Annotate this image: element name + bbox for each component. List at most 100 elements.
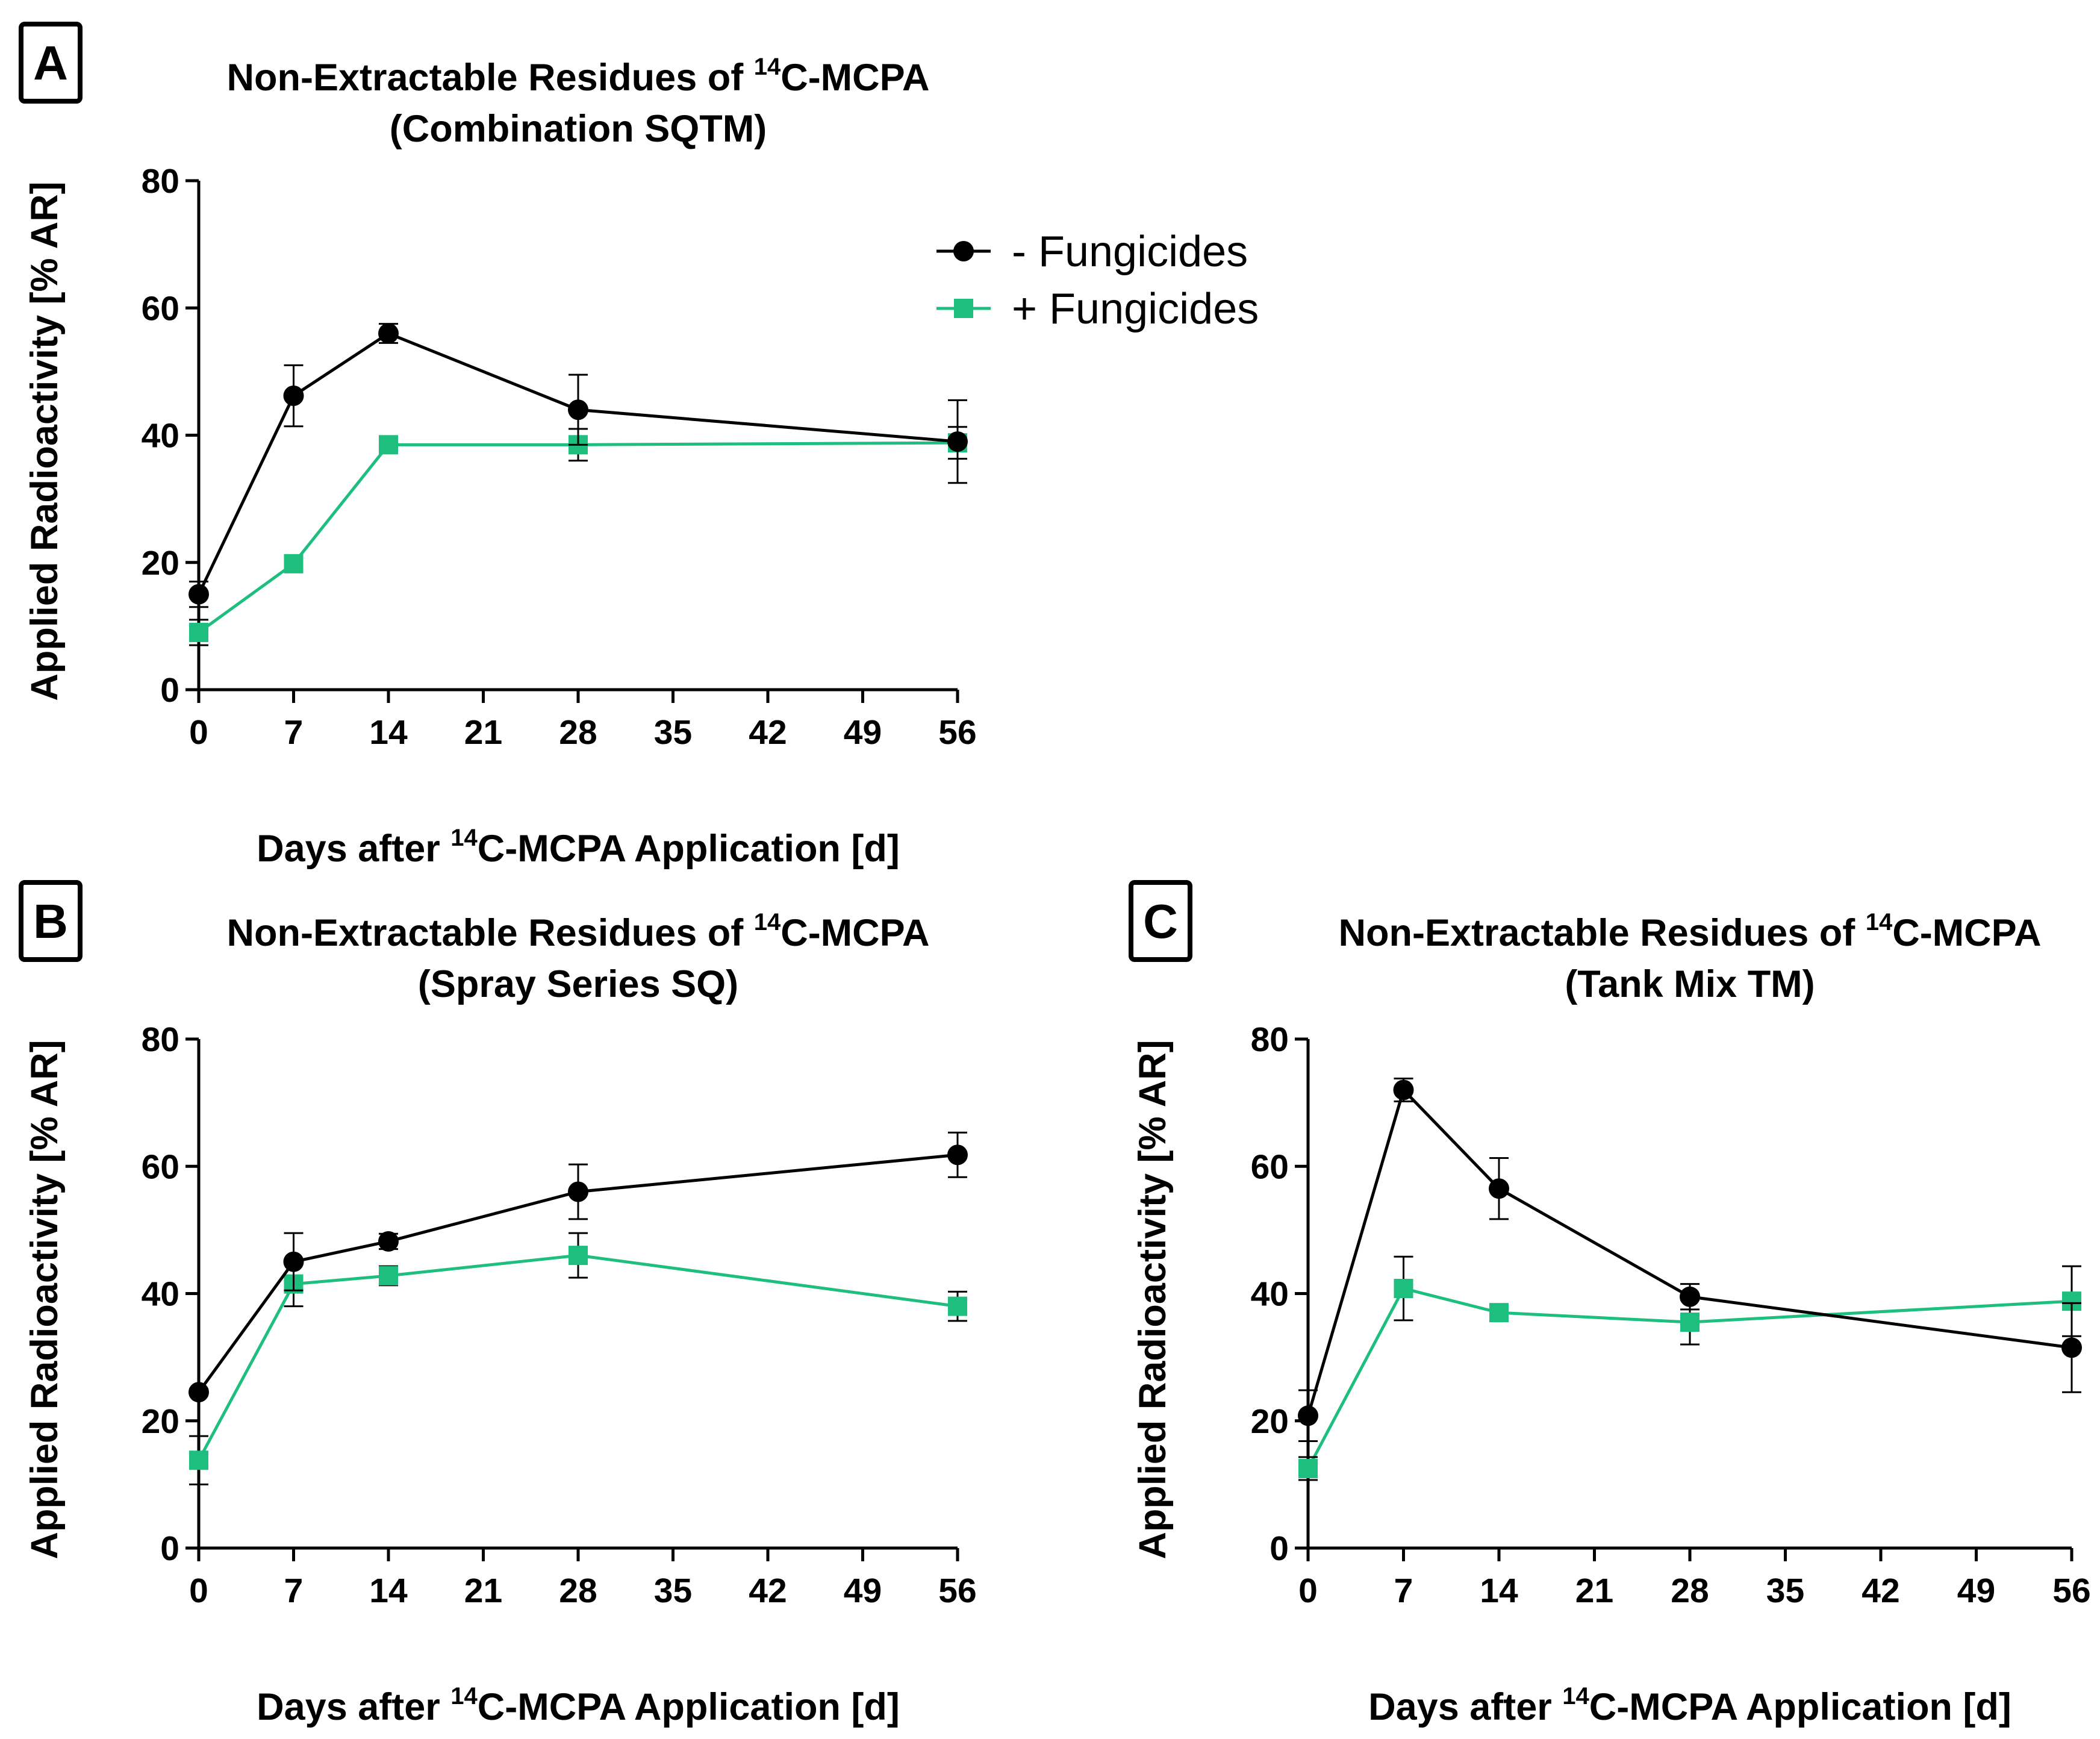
data-point bbox=[379, 435, 398, 455]
panel-letter-box bbox=[1129, 880, 1192, 962]
data-point bbox=[569, 1246, 588, 1266]
x-tick-label: 21 bbox=[464, 1572, 502, 1610]
x-tick-label: 49 bbox=[844, 1572, 882, 1610]
x-axis-title: Days after 14C-MCPA Application [d] bbox=[257, 825, 900, 870]
x-tick-label: 21 bbox=[1575, 1572, 1613, 1610]
y-tick-label: 20 bbox=[142, 1402, 179, 1441]
y-tick-label: 80 bbox=[142, 162, 179, 201]
x-tick-label: 14 bbox=[369, 713, 408, 752]
x-tick-label: 35 bbox=[654, 713, 692, 752]
panel-letter: A bbox=[33, 36, 68, 90]
x-tick-label: 56 bbox=[938, 1572, 976, 1610]
x-tick-label: 14 bbox=[1480, 1572, 1518, 1610]
chart-title: Non-Extractable Residues of 14C-MCPA bbox=[1339, 909, 2042, 954]
series-minus-fungicides bbox=[189, 1131, 968, 1403]
data-point bbox=[189, 1450, 208, 1470]
y-tick-label: 80 bbox=[1251, 1020, 1289, 1059]
data-point bbox=[947, 431, 968, 452]
y-tick-label: 20 bbox=[142, 544, 179, 582]
x-tick-label: 35 bbox=[1766, 1572, 1804, 1610]
series-minus-fungicides bbox=[189, 323, 968, 608]
x-tick-label: 49 bbox=[844, 713, 882, 752]
x-axis-title: Days after 14C-MCPA Application [d] bbox=[257, 1683, 900, 1728]
series-line bbox=[198, 441, 958, 634]
panel-letter: C bbox=[1143, 894, 1178, 948]
y-tick-label: 0 bbox=[1270, 1529, 1289, 1568]
y-tick-label: 80 bbox=[142, 1020, 179, 1059]
data-point bbox=[1298, 1458, 1318, 1478]
legend-marker-minus-fungicides bbox=[953, 241, 974, 261]
y-tick-label: 0 bbox=[160, 1529, 179, 1568]
data-point bbox=[1680, 1313, 1700, 1332]
x-tick-label: 56 bbox=[2052, 1572, 2090, 1610]
data-point bbox=[1298, 1405, 1318, 1426]
x-tick-label: 7 bbox=[284, 1572, 304, 1610]
x-tick-label: 14 bbox=[369, 1572, 408, 1610]
y-axis-title: Applied Radioactivity [% AR] bbox=[1132, 1040, 1174, 1559]
data-point bbox=[189, 1382, 209, 1403]
data-point bbox=[1393, 1079, 1414, 1101]
data-point bbox=[568, 399, 588, 420]
legend-label-minus-fungicides: - Fungicides bbox=[1012, 228, 1248, 276]
y-tick-label: 40 bbox=[142, 417, 179, 455]
data-point bbox=[1489, 1178, 1509, 1199]
y-tick-label: 40 bbox=[142, 1275, 179, 1314]
legend-label-plus-fungicides: + Fungicides bbox=[1012, 285, 1259, 333]
y-tick-label: 40 bbox=[1251, 1275, 1289, 1314]
data-point bbox=[2061, 1337, 2082, 1358]
x-tick-label: 7 bbox=[284, 713, 304, 752]
data-point bbox=[379, 1266, 398, 1285]
x-tick-label: 56 bbox=[938, 713, 976, 752]
y-tick-label: 20 bbox=[1251, 1402, 1289, 1441]
x-axis-title: Days after 14C-MCPA Application [d] bbox=[1368, 1683, 2011, 1728]
data-point bbox=[568, 1181, 588, 1202]
chart-subtitle: (Tank Mix TM) bbox=[1565, 963, 1815, 1005]
x-tick-label: 28 bbox=[559, 1572, 597, 1610]
series-plus-fungicides bbox=[189, 426, 967, 646]
series-line bbox=[1306, 1087, 2072, 1417]
x-tick-label: 0 bbox=[189, 713, 208, 752]
data-point bbox=[1394, 1279, 1413, 1299]
data-point bbox=[284, 554, 304, 573]
y-tick-label: 60 bbox=[1251, 1147, 1289, 1186]
panel-b: B Non-Extractable Residues of 14C-MCPA (Sp… bbox=[19, 880, 977, 1728]
data-point bbox=[189, 584, 209, 605]
x-tick-label: 0 bbox=[1298, 1572, 1318, 1610]
chart-title: Non-Extractable Residues of 14C-MCPA bbox=[227, 54, 930, 99]
legend: - Fungicides + Fungicides bbox=[936, 228, 1259, 333]
data-point bbox=[189, 622, 208, 642]
x-tick-label: 0 bbox=[189, 1572, 208, 1610]
y-tick-label: 60 bbox=[142, 289, 179, 328]
data-point bbox=[378, 323, 399, 344]
x-tick-label: 49 bbox=[1957, 1572, 1995, 1610]
y-tick-label: 0 bbox=[160, 671, 179, 710]
panel-letter-box bbox=[19, 880, 83, 962]
panel-letter-box bbox=[19, 22, 83, 104]
data-point bbox=[283, 1251, 304, 1272]
chart-subtitle: (Spray Series SQ) bbox=[418, 963, 738, 1005]
x-tick-label: 42 bbox=[749, 1572, 787, 1610]
data-point bbox=[1489, 1303, 1509, 1323]
x-tick-label: 42 bbox=[749, 713, 787, 752]
data-point bbox=[947, 1144, 968, 1166]
panel-letter: B bbox=[33, 894, 68, 948]
series-line bbox=[197, 1254, 958, 1461]
chart-subtitle: (Combination SQTM) bbox=[390, 108, 767, 150]
series-plus-fungicides bbox=[189, 1232, 967, 1485]
series-minus-fungicides bbox=[1298, 1077, 2082, 1443]
data-point bbox=[948, 1296, 967, 1316]
x-tick-label: 42 bbox=[1862, 1572, 1899, 1610]
x-tick-label: 21 bbox=[464, 713, 502, 752]
y-axis-title: Applied Radioactivity [% AR] bbox=[23, 1040, 66, 1559]
y-tick-label: 60 bbox=[142, 1147, 179, 1186]
data-point bbox=[378, 1231, 399, 1252]
y-axis-title: Applied Radioactivity [% AR] bbox=[23, 181, 66, 701]
data-point bbox=[1680, 1286, 1700, 1307]
data-point bbox=[283, 386, 304, 407]
legend-marker-plus-fungicides bbox=[954, 299, 973, 318]
panel-c: C Non-Extractable Residues of 14C-MCPA (Ta… bbox=[1129, 880, 2091, 1728]
panel-a: A Non-Extractable Residues of 14C-MCPA (Co… bbox=[19, 22, 977, 870]
chart-title: Non-Extractable Residues of 14C-MCPA bbox=[227, 909, 930, 954]
series-line bbox=[197, 331, 958, 595]
